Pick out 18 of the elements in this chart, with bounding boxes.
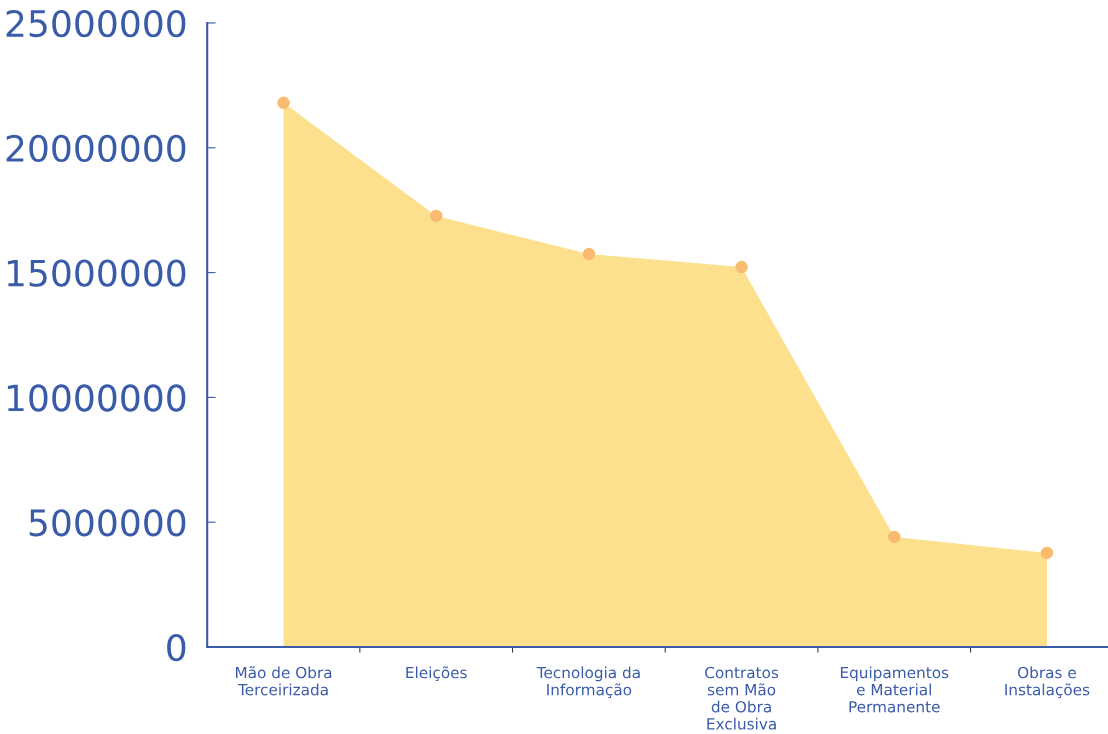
x-tick-label: Mão de Obra Terceirizada bbox=[236, 666, 332, 696]
point bbox=[735, 260, 748, 274]
x-tick-label: Contratos sem Mão de Obra Exclusiva bbox=[705, 666, 779, 730]
x-tick-label: Tecnologia da Informação bbox=[536, 666, 640, 699]
point bbox=[277, 96, 290, 110]
y-tick-label: 10000000 bbox=[7, 384, 186, 412]
x-tick-label: Eleições bbox=[406, 666, 467, 682]
y-tick-label: 15000000 bbox=[7, 259, 186, 287]
y-tick-label: 20000000 bbox=[6, 134, 186, 163]
point bbox=[1040, 546, 1054, 560]
x-tick-label: Equipamentos e Material Permanente bbox=[840, 666, 949, 713]
y-tick-label: 5000000 bbox=[29, 509, 186, 537]
y-tick-label: 0 bbox=[167, 633, 186, 662]
point bbox=[429, 209, 443, 223]
y-tick-label: 25000000 bbox=[6, 9, 186, 38]
point bbox=[582, 247, 596, 261]
point bbox=[887, 530, 901, 544]
x-tick-label: Obras e Instalações bbox=[1005, 666, 1090, 699]
